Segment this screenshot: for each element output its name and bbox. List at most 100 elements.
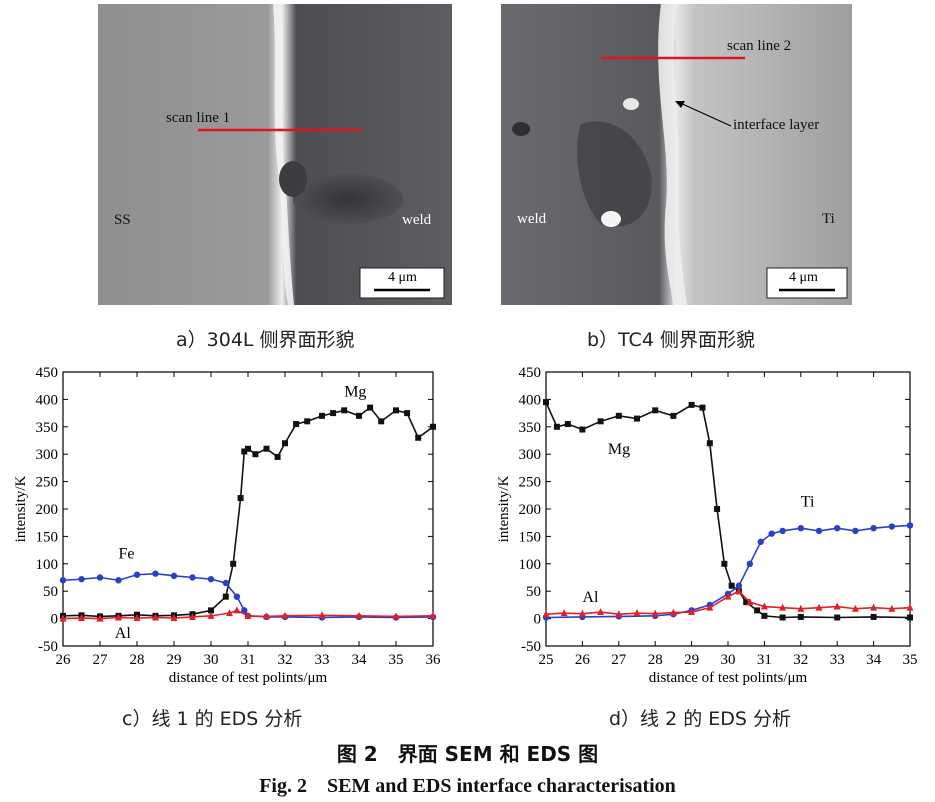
scale-bar-b: 4 μm <box>789 270 818 285</box>
point-al <box>760 602 768 610</box>
x-tick-label: 33 <box>830 652 845 668</box>
label-weld-a: weld <box>402 212 432 228</box>
point-mg <box>553 423 560 430</box>
point-mg <box>714 506 721 512</box>
point-mg <box>245 445 251 452</box>
sem-image-a <box>98 4 452 305</box>
point-ti <box>746 560 754 567</box>
x-tick-label: 34 <box>866 652 882 668</box>
x-tick-label: 25 <box>539 652 554 668</box>
series-line-al <box>62 609 434 620</box>
point-ti <box>779 527 786 535</box>
point-mg <box>634 415 640 422</box>
point-mg <box>597 418 604 425</box>
point-mg <box>237 495 244 502</box>
y-tick-label: 0 <box>534 612 542 628</box>
point-al <box>706 603 714 611</box>
point-al <box>851 604 859 612</box>
y-tick-label: 450 <box>36 365 59 381</box>
plot-frame <box>62 371 434 647</box>
x-tick-label: 35 <box>389 652 404 668</box>
series-label-ti: Ti <box>801 493 815 510</box>
x-tick-label: 28 <box>648 652 663 668</box>
y-tick-label: 150 <box>519 529 542 545</box>
point-al <box>746 598 754 606</box>
point-fe <box>152 570 159 577</box>
series-line-al <box>545 590 911 616</box>
x-tick-label: 29 <box>684 652 699 668</box>
series-label-al: Al <box>582 589 599 606</box>
y-tick-label: -50 <box>521 639 541 655</box>
y-tick-label: -50 <box>38 639 58 655</box>
x-tick-label: 30 <box>721 652 736 668</box>
point-al <box>870 603 878 611</box>
series-label-mg: Mg <box>344 384 366 401</box>
point-al <box>170 614 178 622</box>
sem-image-b <box>501 4 852 305</box>
point-mg <box>699 404 706 411</box>
point-mg <box>564 421 571 428</box>
point-ti <box>797 524 804 532</box>
figure-title-en: Fig. 2 SEM and EDS interface characteris… <box>259 775 676 797</box>
point-fe <box>233 593 241 600</box>
x-tick-label: 31 <box>757 652 772 668</box>
figure-title-cn: 图 2 界面 SEM 和 EDS 图 <box>336 742 599 766</box>
x-tick-label: 36 <box>426 652 442 668</box>
point-fe <box>222 579 229 587</box>
point-mg <box>393 407 399 414</box>
interface-layer-label: interface layer <box>733 117 820 133</box>
point-mg <box>378 418 385 425</box>
y-tick-label: 200 <box>519 502 542 518</box>
scan-label-2: scan line 2 <box>727 38 792 54</box>
series-label-al: Al <box>115 625 132 642</box>
x-axis-label: distance of test polints/μm <box>649 670 808 686</box>
x-tick-label: 35 <box>903 652 918 668</box>
point-mg <box>241 448 248 455</box>
point-al <box>833 602 841 610</box>
point-al <box>244 611 252 619</box>
point-fe <box>59 577 67 584</box>
point-al <box>226 609 233 617</box>
point-ti <box>757 538 764 546</box>
y-tick-label: 200 <box>36 502 59 518</box>
label-ss: SS <box>114 212 131 228</box>
point-mg <box>743 599 750 606</box>
point-mg <box>797 613 804 620</box>
point-mg <box>870 613 877 620</box>
y-tick-label: 300 <box>36 447 59 463</box>
point-mg <box>230 560 237 567</box>
y-tick-label: 350 <box>36 420 59 436</box>
point-al <box>233 606 241 614</box>
point-mg <box>404 410 411 417</box>
caption-c: c）线 1 的 EDS 分析 <box>122 708 303 730</box>
point-mg <box>579 426 586 433</box>
eds-chart-line-1: -50 0 50 100 150 200 250 300 350 400 450 26 27 28 29 30… <box>13 365 442 686</box>
point-fe <box>115 577 122 584</box>
y-tick-label: 350 <box>519 420 542 436</box>
point-mg <box>721 560 728 567</box>
caption-b: b）TC4 侧界面形貌 <box>587 329 755 351</box>
point-al <box>281 611 289 619</box>
point-mg <box>208 607 214 614</box>
series-line-mg <box>545 401 911 619</box>
point-mg <box>282 440 288 447</box>
scan-label-1: scan line 1 <box>166 110 231 126</box>
point-al <box>207 611 215 619</box>
point-mg <box>670 412 677 419</box>
point-al <box>318 611 326 619</box>
point-mg <box>430 423 436 430</box>
x-tick-label: 31 <box>241 652 256 668</box>
y-tick-label: 150 <box>36 529 59 545</box>
point-al <box>542 610 550 618</box>
y-tick-label: 400 <box>36 392 59 408</box>
x-tick-label: 27 <box>611 652 627 668</box>
point-al <box>669 608 677 616</box>
point-mg <box>728 582 735 589</box>
point-al <box>906 603 914 611</box>
point-mg <box>754 607 761 614</box>
y-tick-label: 250 <box>36 475 59 491</box>
series-line-ti <box>545 524 911 619</box>
y-axis-label: intensity/K <box>496 476 512 543</box>
y-tick-label: 50 <box>526 584 541 600</box>
point-mg <box>222 593 229 600</box>
